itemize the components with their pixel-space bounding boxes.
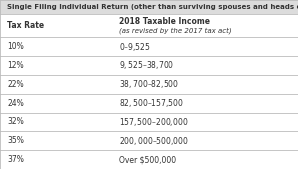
Text: $82,500 – $157,500: $82,500 – $157,500 [119,97,184,109]
Bar [0,94,298,113]
Text: 32%: 32% [7,117,24,126]
Bar [0,150,298,169]
Text: 10%: 10% [7,42,24,51]
Text: $0 – $9,525: $0 – $9,525 [119,41,151,53]
Bar [0,14,298,37]
Text: Over $500,000: Over $500,000 [119,155,176,164]
Text: $157,500 – $200,000: $157,500 – $200,000 [119,116,189,128]
Bar [0,0,298,14]
Text: 22%: 22% [7,80,24,89]
Bar [0,75,298,94]
Bar [0,131,298,150]
Text: 12%: 12% [7,61,24,70]
Text: $9,525 – $38,700: $9,525 – $38,700 [119,59,175,71]
Text: (as revised by the 2017 tax act): (as revised by the 2017 tax act) [119,27,232,34]
Text: $38,700 – $82,500: $38,700 – $82,500 [119,78,179,90]
Text: 2018 Taxable Income: 2018 Taxable Income [119,17,210,26]
Bar [0,56,298,75]
Text: Tax Rate: Tax Rate [7,21,45,30]
Text: Single Filing Individual Return (other than surviving spouses and heads of house: Single Filing Individual Return (other t… [7,4,298,10]
Text: 24%: 24% [7,99,24,108]
Bar [0,37,298,56]
Bar [0,113,298,131]
Text: 35%: 35% [7,136,24,145]
Text: 37%: 37% [7,155,24,164]
Text: $200,000 – $500,000: $200,000 – $500,000 [119,135,189,147]
